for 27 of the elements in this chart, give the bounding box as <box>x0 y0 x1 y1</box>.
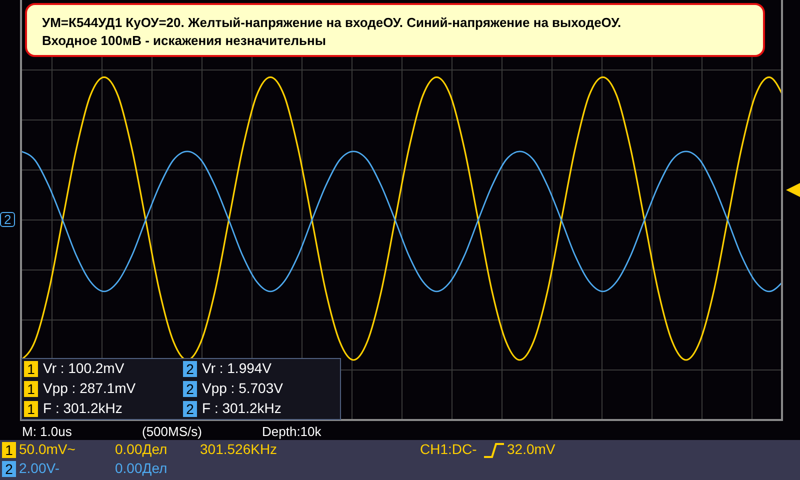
legend-label: 1 <box>24 381 38 397</box>
text: 1 <box>5 442 13 458</box>
text: 0.00Дел <box>115 460 168 476</box>
annotation: Vr : 100.2mV <box>43 360 124 376</box>
text: 0.00Дел <box>115 441 168 457</box>
chart-title: УМ=К544УД1 КуОУ=20. Желтый-напряжение на входеОУ. Синий-напряжение на выходеОУ. <box>42 14 622 32</box>
text: M: 1.0us <box>22 424 72 439</box>
text: Depth:10k <box>262 424 322 439</box>
text: 32.0mV <box>507 441 556 457</box>
annotation: Vr : 1.994V <box>202 360 272 376</box>
text: 2.00V- <box>19 460 60 476</box>
text: Vpp : 5.703V <box>202 380 283 396</box>
legend-label: 2 <box>183 381 197 397</box>
text: 1 <box>27 361 35 377</box>
text: 2 <box>186 401 194 417</box>
text: CH1:DC- <box>420 441 477 457</box>
text: 50.0mV~ <box>19 441 76 457</box>
text: 2 <box>4 212 12 227</box>
text: Vpp : 287.1mV <box>43 380 136 396</box>
text: F : 301.2kHz <box>43 400 122 416</box>
text: F : 301.2kHz <box>202 400 282 416</box>
chart-subtitle: Входное 100мВ - искажения незначительны <box>42 32 327 50</box>
text: 2 <box>5 461 13 477</box>
text: 301.526KHz <box>200 441 278 457</box>
text: (500MS/s) <box>142 424 202 439</box>
text: 1 <box>27 401 35 417</box>
text: 2 <box>186 361 194 377</box>
